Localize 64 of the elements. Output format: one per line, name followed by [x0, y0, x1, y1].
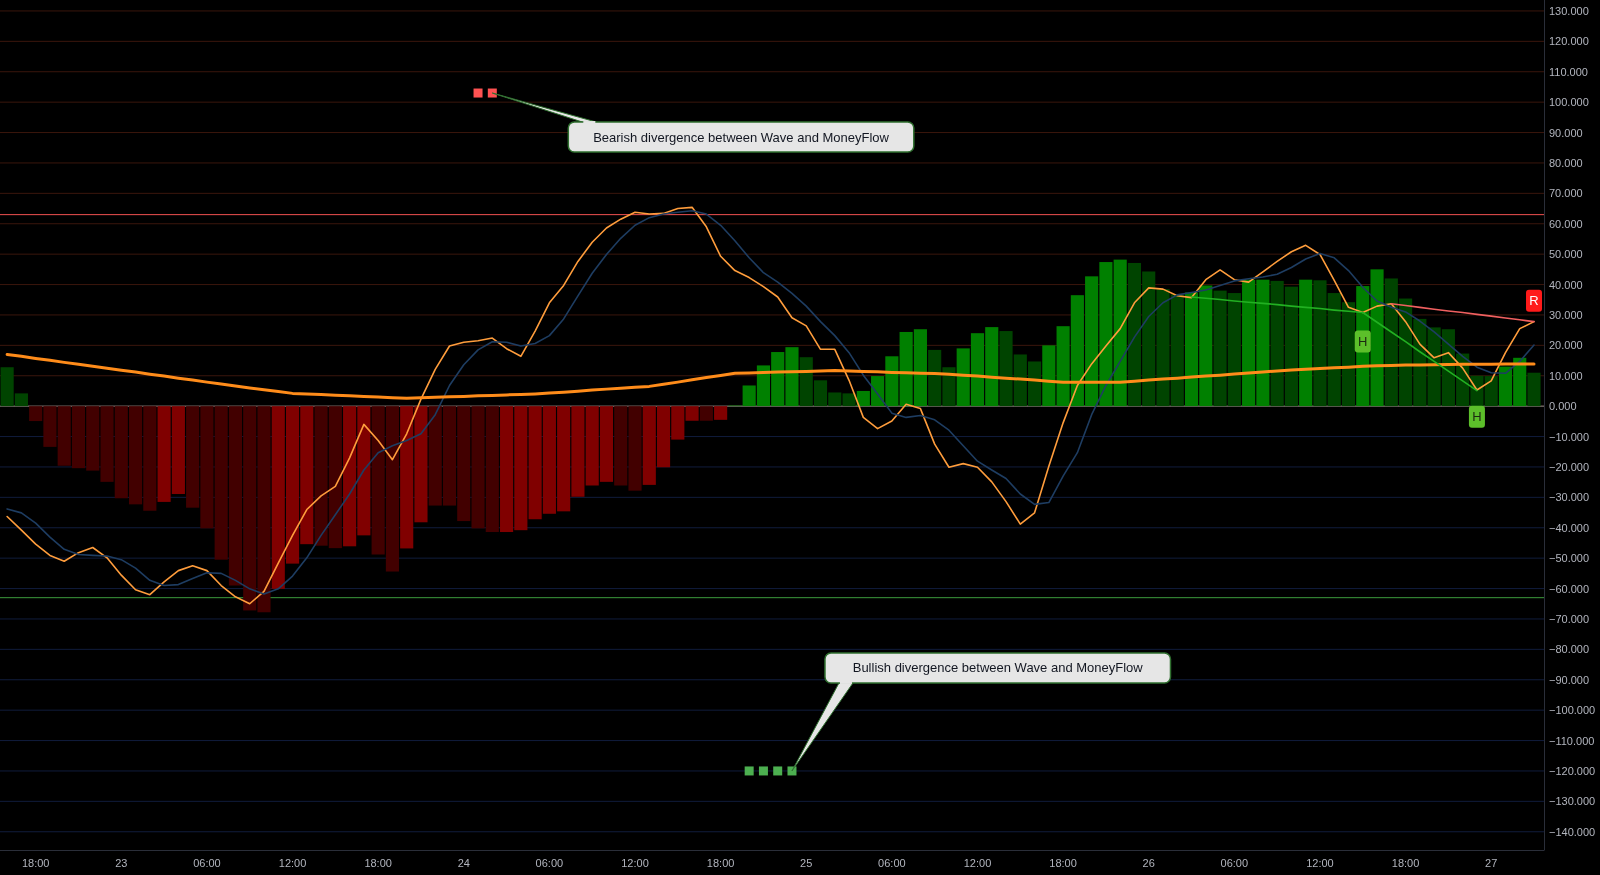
bar [699, 406, 713, 421]
y-tick-label: 80.000 [1549, 156, 1583, 169]
y-tick-label: −30.000 [1549, 491, 1590, 504]
x-tick-label: 27 [1485, 857, 1498, 869]
y-tick-label: 50.000 [1549, 248, 1583, 261]
x-tick-label: 18:00 [1049, 857, 1077, 869]
annotation: H [1358, 334, 1368, 350]
y-tick-label: −120.000 [1549, 764, 1596, 777]
y-tick-label: −90.000 [1549, 673, 1590, 686]
y-tick-label: −50.000 [1549, 552, 1590, 565]
bar [1042, 345, 1056, 407]
x-tick-label: 26 [1142, 857, 1155, 869]
x-tick-label: 18:00 [21, 857, 50, 869]
bar [1484, 376, 1498, 407]
x-tick-label: 06:00 [878, 857, 906, 869]
annotation: Bearish divergence between Wave and MoneyFlow [593, 129, 890, 145]
callout-box: Bullish divergence between Wave and MoneyFlow [791, 652, 1172, 772]
bar [1113, 259, 1127, 407]
x-tick-label: 12:00 [963, 857, 992, 869]
label-badge: R [1526, 289, 1542, 312]
x-tick-label: 18:00 [706, 857, 735, 869]
x-tick-label: 25 [800, 857, 813, 869]
y-tick-label: −70.000 [1549, 612, 1590, 625]
annotation: R [1529, 293, 1539, 309]
y-tick-label: −10.000 [1549, 430, 1590, 443]
y-tick-label: 40.000 [1549, 278, 1583, 291]
y-tick-label: 60.000 [1549, 217, 1583, 230]
x-tick-label: 12:00 [1306, 857, 1334, 869]
x-tick-label: 23 [115, 857, 128, 869]
y-tick-label: 70.000 [1549, 187, 1583, 200]
x-tick-label: 12:00 [621, 857, 649, 869]
x-tick-label: 18:00 [364, 857, 392, 869]
y-tick-label: 110.000 [1549, 65, 1588, 78]
y-tick-label: −40.000 [1549, 521, 1590, 534]
y-tick-label: −20.000 [1549, 460, 1590, 473]
y-tick-label: 90.000 [1549, 126, 1583, 139]
x-tick-label: 06:00 [193, 857, 221, 869]
x-tick-label: 12:00 [278, 857, 307, 869]
y-tick-label: −100.000 [1549, 704, 1596, 717]
y-tick-label: −130.000 [1549, 795, 1596, 808]
x-tick-label: 18:00 [1391, 857, 1420, 869]
annotation: Bullish divergence between Wave and MoneyFlow [852, 660, 1144, 676]
line-series [1190, 296, 1478, 392]
y-tick-label: −60.000 [1549, 582, 1590, 595]
callout-box: Bearish divergence between Wave and MoneyFlow [491, 92, 915, 153]
x-tick-label: 06:00 [535, 857, 564, 869]
y-tick-label: 20.000 [1549, 339, 1583, 352]
bar [714, 406, 728, 420]
y-tick-label: −110.000 [1549, 734, 1595, 747]
bar [685, 406, 699, 421]
y-tick-label: 30.000 [1549, 308, 1583, 321]
x-tick-label: 06:00 [1220, 857, 1249, 869]
y-tick-label: 10.000 [1549, 369, 1583, 382]
y-tick-label: 100.000 [1549, 96, 1589, 109]
y-tick-label: −80.000 [1549, 643, 1590, 656]
y-tick-label: 130.000 [1549, 4, 1589, 17]
x-tick-label: 24 [457, 857, 470, 869]
bar [1527, 372, 1541, 407]
y-tick-label: −140.000 [1549, 825, 1596, 838]
line-series [5, 352, 1536, 400]
y-tick-label: 120.000 [1549, 35, 1589, 48]
annotation: H [1472, 409, 1482, 425]
y-tick-label: 0.000 [1549, 400, 1577, 413]
bar [1299, 279, 1313, 407]
